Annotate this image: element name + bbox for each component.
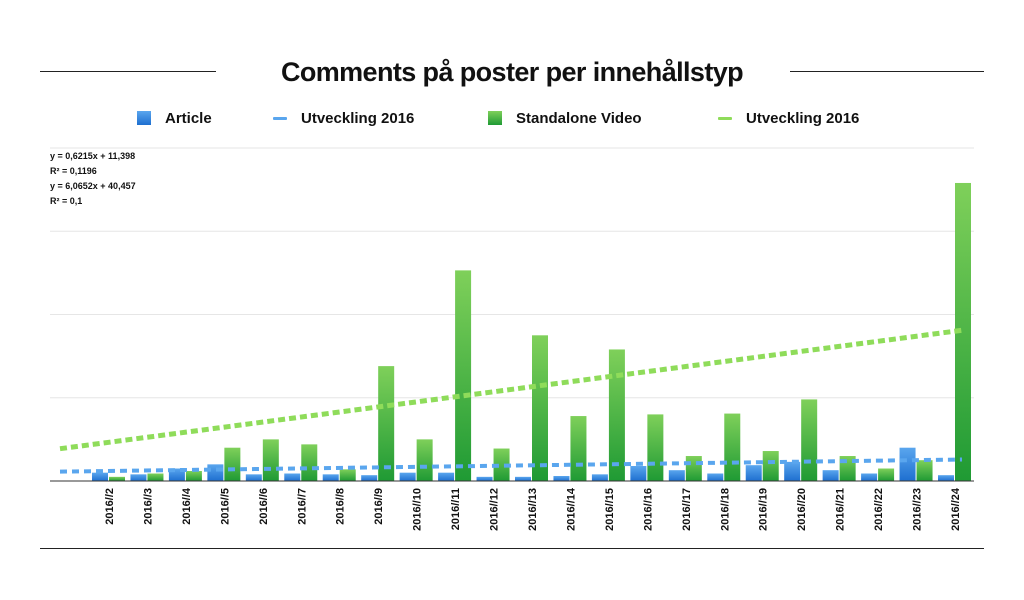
legend-item-trend-video: Utveckling 2016 <box>718 106 859 130</box>
bar-article <box>476 476 493 481</box>
bar-article <box>707 473 724 481</box>
bar-video <box>455 270 472 481</box>
x-tick-label: 2016//2 <box>104 488 116 525</box>
bar-video <box>224 447 241 481</box>
x-tick-label: 2016//15 <box>604 488 616 531</box>
trendline-article <box>59 457 963 474</box>
bar-article <box>822 470 839 481</box>
chart-title: Comments på poster per innehållstyp <box>280 57 744 87</box>
bar-article <box>438 472 455 481</box>
legend-item-video: Standalone Video <box>488 106 642 130</box>
bar-article <box>284 473 301 481</box>
bar-article <box>591 474 608 481</box>
bar-video <box>570 416 587 481</box>
x-tick-label: 2016//16 <box>642 488 654 531</box>
legend-label-article: Article <box>165 109 212 127</box>
bar-article <box>361 475 378 481</box>
x-tick-label: 2016//11 <box>450 488 462 530</box>
bar-article <box>938 475 954 481</box>
legend-swatch-article <box>137 111 151 125</box>
r2-video: R² = 0,1 <box>50 196 83 206</box>
x-tick-label: 2016//18 <box>719 488 731 531</box>
x-tick-label: 2016//17 <box>681 488 693 531</box>
bar-article <box>745 465 762 481</box>
legend-item-article: Article <box>137 106 212 130</box>
bar-video <box>493 448 510 481</box>
bar-video <box>762 451 779 481</box>
r2-article: R² = 0,1196 <box>50 166 97 176</box>
bar-video <box>724 413 741 481</box>
legend-item-trend-article: Utveckling 2016 <box>273 106 414 130</box>
bar-video <box>339 469 356 481</box>
title-rule-right <box>790 71 984 72</box>
bar-video <box>916 460 933 481</box>
legend-label-video: Standalone Video <box>516 109 642 127</box>
bar-video <box>262 439 279 481</box>
bar-article <box>899 447 916 481</box>
legend-line-trend-article <box>273 116 287 120</box>
trendlines <box>59 327 963 474</box>
x-tick-label: 2016//14 <box>565 487 577 531</box>
trendline-video <box>59 327 963 452</box>
legend: Article Utveckling 2016 Standalone Video… <box>0 106 1024 130</box>
legend-label-trend-article: Utveckling 2016 <box>301 109 415 127</box>
bar-article <box>207 464 224 481</box>
x-tick-label: 2016//7 <box>296 488 308 525</box>
bottom-rule <box>40 548 984 549</box>
x-tick-label: 2016//3 <box>142 488 154 525</box>
x-tick-labels: 2016//2 2016//3 2016//4 2016//5 2016//6 2016/… <box>104 487 962 531</box>
x-tick-label: 2016//12 <box>489 488 501 531</box>
bars <box>92 182 971 481</box>
bar-video <box>955 182 971 481</box>
bar-article <box>399 472 416 481</box>
gridlines <box>50 147 974 399</box>
legend-label-trend-video: Utveckling 2016 <box>746 109 860 127</box>
bar-video <box>185 471 202 481</box>
equation-video: y = 6,0652x + 40,457 <box>50 181 136 191</box>
x-tick-label: 2016//13 <box>527 488 539 531</box>
bar-video <box>685 456 702 481</box>
bar-article <box>668 470 685 481</box>
bar-article <box>130 474 147 481</box>
title-rule-left <box>40 71 216 72</box>
title-area: Comments på poster per innehållstyp <box>0 52 1024 92</box>
bar-video <box>532 335 548 481</box>
x-tick-label: 2016//20 <box>796 488 808 531</box>
x-tick-label: 2016//24 <box>950 487 962 531</box>
equation-article: y = 0,6215x + 11,398 <box>50 151 136 161</box>
x-tick-label: 2016//6 <box>258 488 270 525</box>
trend-equations: y = 0,6215x + 11,398 R² = 0,1196 y = 6,0… <box>50 149 136 209</box>
bar-video <box>147 473 164 481</box>
bar-article <box>515 476 531 481</box>
x-tick-label: 2016//21 <box>835 488 847 531</box>
bar-article <box>322 474 339 481</box>
bar-article <box>861 473 878 481</box>
x-tick-label: 2016//10 <box>412 488 424 531</box>
x-tick-label: 2016//5 <box>219 488 231 525</box>
bar-article <box>784 461 801 481</box>
x-tick-label: 2016//4 <box>181 487 193 525</box>
legend-line-trend-video <box>718 116 732 120</box>
bar-video <box>647 414 664 481</box>
bar-article <box>92 472 108 481</box>
bar-video <box>801 399 818 481</box>
bar-article <box>630 466 647 481</box>
bar-video <box>301 444 318 481</box>
bar-video <box>878 468 895 481</box>
x-tick-label: 2016//19 <box>758 488 770 531</box>
bar-article <box>245 474 262 481</box>
bar-video <box>378 366 395 481</box>
legend-swatch-video <box>488 111 502 125</box>
x-tick-label: 2016//9 <box>373 488 385 525</box>
x-tick-label: 2016//22 <box>873 488 885 531</box>
x-tick-label: 2016//23 <box>912 488 924 531</box>
bar-video <box>608 349 625 481</box>
x-tick-label: 2016//8 <box>335 488 347 525</box>
bar-video <box>416 439 433 481</box>
bar-video <box>109 476 125 481</box>
bar-article <box>553 476 570 481</box>
